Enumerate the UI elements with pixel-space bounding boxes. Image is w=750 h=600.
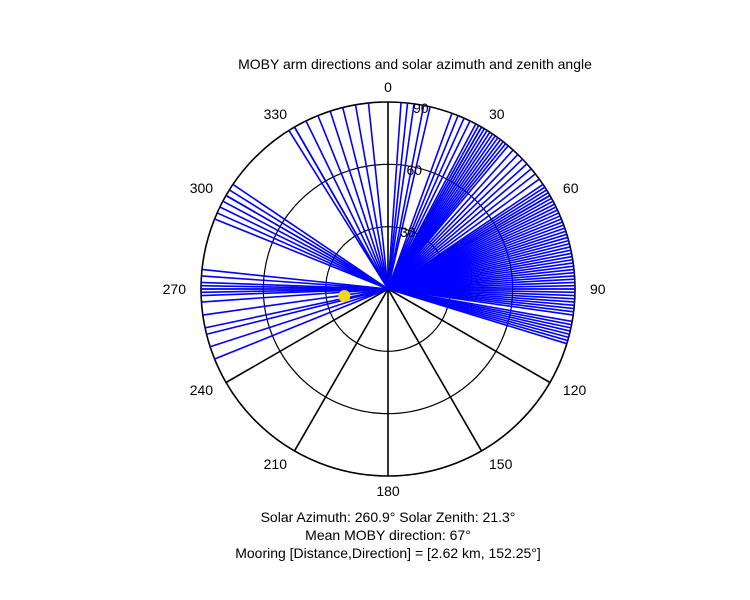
moby-arm-ray	[387, 117, 465, 290]
moby-arm-ray	[387, 105, 425, 290]
angle-tick-label: 180	[376, 483, 400, 499]
chart-title: MOBY arm directions and solar azimuth an…	[238, 56, 592, 72]
radial-tick-labels: 30 60 90	[400, 100, 429, 240]
angle-tick-label: 150	[489, 456, 513, 472]
angle-tick-label: 270	[163, 281, 187, 297]
moby-arm-ray	[387, 173, 536, 290]
moby-arm-ray	[387, 149, 514, 290]
moby-arm-ray	[387, 120, 471, 290]
angle-tick-label: 240	[190, 382, 214, 398]
mean-direction-text: Mean MOBY direction: 67°	[305, 527, 471, 543]
sun-marker-group	[338, 289, 351, 302]
moby-arm-ray	[387, 163, 528, 290]
moby-arm-ray	[387, 168, 532, 290]
moby-arm-ray	[387, 102, 409, 290]
moby-arm-ray	[222, 200, 389, 290]
moby-arm-ray	[288, 129, 389, 290]
moby-arm-ray	[232, 183, 389, 290]
angle-tick-label: 210	[264, 456, 288, 472]
moby-arm-ray	[387, 288, 574, 316]
moby-arm-ray	[387, 178, 540, 290]
angle-tick-label: 60	[563, 180, 579, 196]
moby-arm-ray	[209, 288, 389, 348]
angle-tick-label: 330	[264, 106, 288, 122]
moby-arm-ray	[206, 288, 389, 336]
solar-info-text: Solar Azimuth: 260.9° Solar Zenith: 21.3…	[261, 509, 516, 525]
mooring-info-text: Mooring [Distance,Direction] = [2.62 km,…	[235, 545, 541, 561]
moby-arm-ray	[202, 288, 389, 316]
angle-tick-label: 300	[190, 180, 214, 196]
angle-tick-label: 120	[563, 382, 587, 398]
moby-arm-ray	[204, 288, 389, 329]
radial-tick-label: 60	[407, 162, 423, 178]
moby-arm-ray	[228, 189, 389, 290]
moby-arm-ray	[225, 194, 389, 290]
moby-arm-ray	[387, 153, 519, 290]
moby-arm-ray	[214, 288, 389, 360]
moby-arm-ray	[387, 158, 524, 290]
moby-arm-ray	[387, 113, 453, 290]
moby-arm-ray	[387, 288, 568, 345]
moby-arm-ray	[201, 281, 389, 290]
moby-arm-ray	[317, 115, 389, 290]
angle-tick-label: 0	[384, 79, 392, 95]
angle-tick-label: 30	[489, 106, 505, 122]
angle-tick-labels: 0 30 60 90 120 150 180 210 240 270 300 330	[163, 79, 606, 499]
radial-tick-label: 90	[413, 100, 429, 116]
moby-arm-ray	[293, 126, 389, 290]
sun-marker	[338, 289, 351, 302]
moby-arm-ray	[387, 145, 509, 290]
moby-arm-rays	[201, 102, 575, 360]
angle-tick-label: 90	[590, 281, 606, 297]
moby-arm-ray	[201, 268, 389, 290]
moby-arm-ray	[201, 275, 389, 290]
moby-arm-ray	[219, 206, 389, 290]
radial-tick-label: 30	[400, 224, 416, 240]
moby-arm-ray	[387, 115, 459, 290]
moby-arm-ray	[216, 212, 389, 290]
moby-arm-ray	[214, 218, 389, 290]
moby-arm-ray	[341, 107, 389, 290]
moby-arm-ray	[354, 104, 389, 290]
moby-arm-ray	[387, 102, 402, 290]
moby-arm-ray	[305, 120, 389, 290]
moby-arm-ray	[329, 110, 389, 290]
moby-arm-ray	[387, 106, 431, 290]
moby-arm-ray	[387, 103, 415, 290]
moby-arm-ray	[367, 102, 389, 290]
moby-arm-ray	[201, 288, 389, 303]
